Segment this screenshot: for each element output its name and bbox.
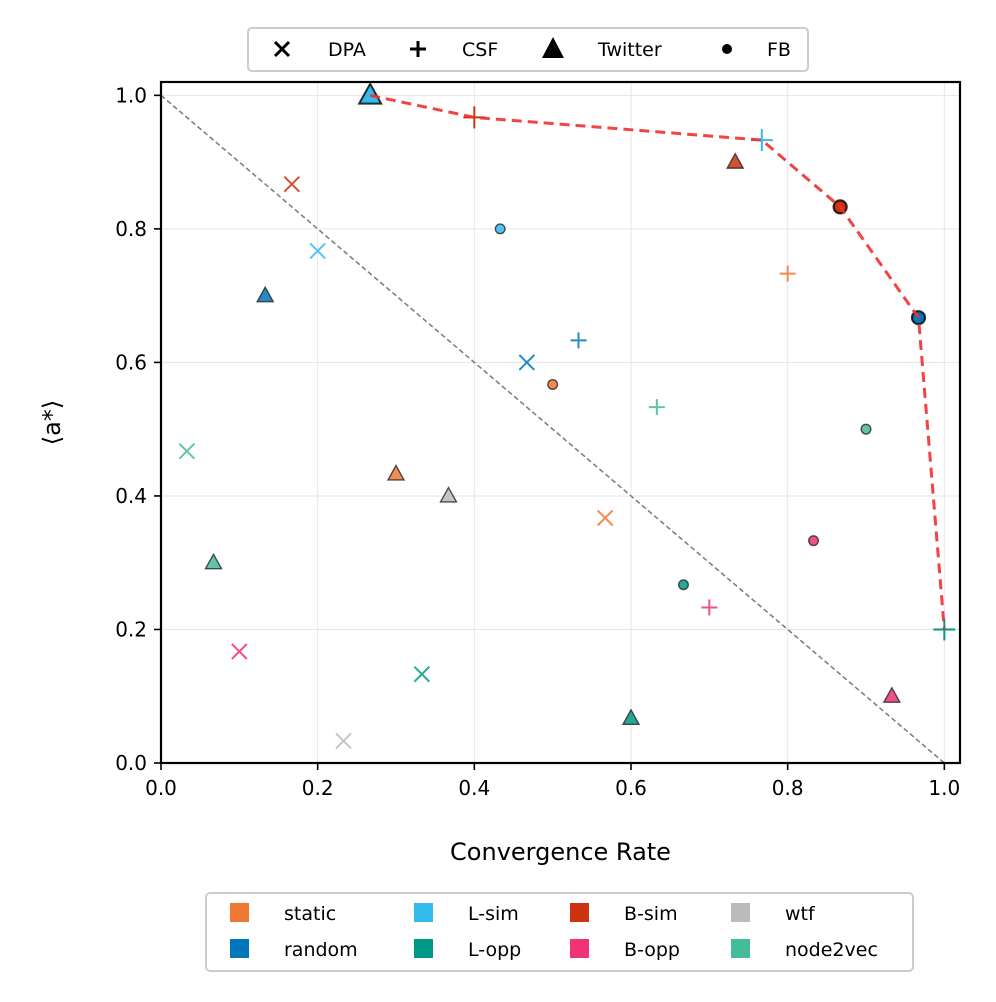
point-fb-b-opp	[808, 535, 820, 547]
point-dpa-wtf	[335, 732, 352, 750]
point-csf-static	[779, 265, 796, 282]
x-tick-label: 1.0	[928, 776, 960, 800]
x-stroke	[335, 732, 352, 750]
point-twitter-b-sim	[725, 152, 745, 169]
y-tick-label: 0.6	[115, 350, 147, 374]
marker-legend-label: CSF	[462, 39, 498, 61]
reference-diagonal	[160, 94, 945, 764]
y-axis-label: ⟨a*⟩	[38, 400, 66, 445]
circle-shape	[547, 378, 559, 390]
x-stroke	[231, 643, 248, 660]
legend-swatch	[414, 939, 433, 958]
point-csf-random	[570, 332, 587, 349]
point-twitter-l-opp	[621, 708, 641, 725]
color-legend-label: static	[284, 903, 336, 925]
legend-swatch	[230, 903, 249, 922]
color-legend: static L-sim B-sim wtf random L-opp B-opp node2…	[205, 892, 914, 972]
color-legend-label: L-sim	[468, 903, 519, 925]
marker-legend-label: FB	[767, 39, 791, 61]
color-legend-label: random	[284, 939, 358, 961]
x-stroke	[178, 443, 196, 460]
point-dpa-l-opp	[413, 665, 431, 683]
point-csf-node2vec	[648, 399, 665, 416]
point-fb-static	[547, 378, 559, 390]
point-twitter-random	[255, 285, 275, 303]
x-stroke	[283, 175, 301, 193]
x-tick-label: 0.4	[458, 776, 490, 800]
point-dpa-b-opp	[231, 643, 248, 660]
circle-shape	[494, 223, 506, 235]
color-legend-label: node2vec	[785, 939, 878, 961]
marker-legend-label: DPA	[328, 39, 366, 61]
point-fb-l-opp	[677, 579, 689, 591]
circle-shape	[860, 423, 872, 435]
point-dpa-l-sim	[309, 242, 326, 260]
triangle-shape	[357, 81, 383, 105]
point-twitter-static	[386, 464, 406, 481]
y-tick-label: 0.0	[115, 751, 147, 775]
x-stroke	[309, 242, 326, 260]
triangle-shape	[439, 486, 458, 503]
x-tick-label: 0.0	[145, 776, 177, 800]
legend-swatch	[731, 903, 750, 922]
marker-legend-label: Twitter	[597, 39, 662, 61]
legend-swatch	[570, 939, 589, 958]
triangle-shape	[725, 152, 745, 169]
marker-legend: DPA CSF Twitter FB	[247, 27, 809, 72]
color-legend-label: B-opp	[624, 939, 680, 961]
point-fb-node2vec	[860, 423, 872, 435]
data-points	[178, 81, 956, 750]
triangle-shape	[255, 285, 275, 303]
marker-legend-box	[247, 27, 809, 72]
legend-swatch	[230, 939, 249, 958]
legend-triangle-marker	[542, 37, 564, 58]
y-tick-label: 0.8	[115, 217, 147, 241]
x-tick-label: 0.2	[302, 776, 334, 800]
reference-line	[160, 94, 945, 764]
x-tick-label: 0.8	[772, 776, 804, 800]
triangle-shape	[621, 708, 641, 725]
circle-shape	[677, 579, 689, 591]
point-csf-b-opp	[701, 599, 718, 616]
axis-ticks: 0.0 0.2 0.4 0.6 0.8 1.0 0.0 0.2 0.4 0.6 0.8 1.0	[115, 83, 960, 800]
x-stroke	[413, 665, 431, 683]
triangle-shape	[882, 686, 902, 703]
circle-shape	[808, 535, 820, 547]
y-tick-label: 0.4	[115, 484, 147, 508]
point-twitter-b-opp	[882, 686, 902, 703]
color-legend-label: L-opp	[468, 939, 521, 961]
legend-x-marker	[273, 40, 291, 58]
point-dpa-static	[596, 509, 614, 527]
legend-circle-marker	[722, 44, 732, 54]
point-dpa-b-sim	[283, 175, 301, 193]
pareto-front	[369, 93, 946, 630]
legend-swatch	[570, 903, 589, 922]
plot-frame	[159, 80, 962, 765]
triangle-shape	[204, 552, 223, 570]
point-dpa-random	[518, 354, 536, 371]
point-twitter-l-sim	[357, 81, 383, 105]
color-legend-label: B-sim	[624, 903, 678, 925]
triangle-shape	[386, 464, 406, 481]
point-twitter-wtf	[439, 486, 458, 503]
y-tick-label: 0.2	[115, 617, 147, 641]
y-tick-label: 1.0	[115, 83, 147, 107]
x-axis-label: Convergence Rate	[450, 838, 671, 866]
x-stroke	[518, 354, 536, 371]
point-twitter-node2vec	[204, 552, 223, 570]
legend-swatch	[731, 939, 750, 958]
color-legend-label: wtf	[785, 903, 816, 925]
legend-swatch	[414, 903, 433, 922]
grid	[160, 82, 960, 764]
x-tick-label: 0.6	[615, 776, 647, 800]
pareto-front-line	[369, 93, 946, 630]
x-stroke	[596, 509, 614, 527]
point-dpa-node2vec	[178, 443, 196, 460]
point-fb-l-sim	[494, 223, 506, 235]
